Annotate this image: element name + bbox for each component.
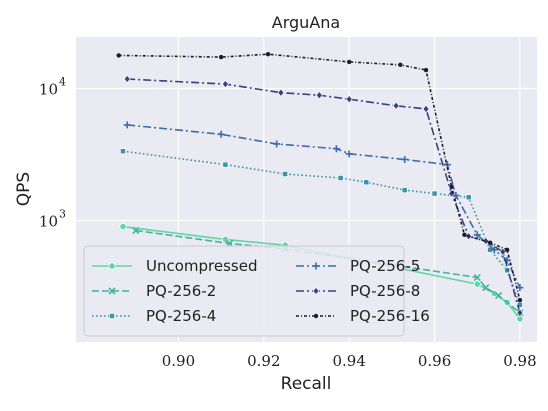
legend-label: PQ-256-4 — [146, 307, 216, 325]
data-point — [462, 232, 467, 237]
legend-marker — [108, 262, 116, 270]
series-pq-256-5 — [123, 121, 524, 292]
data-point — [116, 53, 121, 58]
y-tick-label: 10 3 — [39, 208, 66, 231]
data-point — [516, 284, 524, 292]
data-point — [273, 140, 281, 148]
data-point — [449, 184, 454, 190]
data-point — [222, 80, 229, 89]
data-point — [473, 273, 481, 282]
legend-item: PQ-256-2 — [92, 282, 216, 300]
data-point — [265, 51, 271, 57]
legend-marker — [312, 262, 320, 270]
x-tick-label: 0.94 — [332, 352, 365, 370]
legend-label: PQ-256-5 — [350, 257, 420, 275]
data-point — [398, 62, 403, 68]
data-point — [504, 267, 511, 274]
data-point — [422, 104, 430, 114]
data-point — [123, 121, 131, 129]
series-line — [118, 53, 521, 301]
data-point — [495, 292, 503, 300]
data-point — [363, 179, 370, 186]
data-point — [401, 155, 409, 163]
legend-item: PQ-256-5 — [296, 257, 420, 275]
data-point — [277, 88, 285, 97]
series-line — [127, 78, 521, 314]
y-tick-base: 10 — [39, 213, 58, 231]
data-point — [315, 91, 323, 100]
legend-item: PQ-256-4 — [92, 307, 216, 325]
y-axis-title: QPS — [14, 172, 34, 206]
x-tick-labels: 0.90 0.92 0.94 0.96 0.98 — [162, 352, 537, 370]
legend-label: Uncompressed — [146, 257, 258, 275]
legend-marker — [312, 286, 320, 296]
data-point — [504, 247, 510, 253]
legend-marker — [108, 287, 116, 295]
data-point — [482, 236, 490, 246]
data-point — [119, 222, 127, 231]
series-pq-256-8 — [123, 74, 524, 317]
data-point — [282, 171, 289, 177]
legend-label: PQ-256-2 — [146, 282, 216, 300]
legend-item: Uncompressed — [92, 257, 258, 275]
series-pq-256-16 — [116, 51, 523, 303]
data-point — [487, 240, 493, 245]
data-point — [517, 297, 523, 303]
data-point — [431, 190, 438, 197]
grid — [76, 37, 537, 342]
data-point — [452, 191, 460, 199]
data-point — [345, 95, 353, 104]
data-point — [123, 74, 131, 84]
x-tick-label: 0.92 — [247, 352, 280, 370]
x-axis-title: Recall — [281, 374, 332, 394]
series-pq-256-4 — [120, 148, 523, 308]
legend-box — [83, 245, 405, 337]
x-tick-label: 0.98 — [503, 352, 536, 370]
data-point — [516, 308, 524, 317]
legend-marker — [109, 313, 115, 319]
data-point — [217, 130, 225, 138]
data-point — [482, 284, 490, 292]
x-tick-label: 0.96 — [418, 352, 451, 370]
data-point — [499, 247, 507, 256]
data-point — [490, 246, 498, 254]
data-point — [473, 280, 481, 288]
data-point — [392, 101, 400, 110]
legend-item: PQ-256-8 — [296, 282, 420, 300]
data-point — [345, 150, 353, 158]
data-point — [423, 67, 429, 73]
y-tick-exponent: 4 — [59, 75, 66, 88]
data-point — [222, 161, 229, 168]
y-tick-label: 10 4 — [39, 75, 66, 98]
legend-label: PQ-256-8 — [350, 282, 420, 300]
y-tick-base: 10 — [39, 80, 58, 98]
data-point — [226, 239, 234, 248]
data-point — [132, 226, 140, 235]
data-point — [401, 187, 408, 194]
x-tick-label: 0.90 — [162, 352, 195, 370]
data-point — [473, 231, 481, 239]
legend-label: PQ-256-16 — [350, 307, 430, 325]
legend-marker — [313, 313, 319, 319]
series-layer — [116, 51, 524, 323]
data-point — [332, 145, 340, 153]
data-point — [465, 194, 472, 201]
legend-item: PQ-256-16 — [296, 307, 430, 325]
legend: Uncompressed PQ-256-2 PQ-256-4 PQ-256-5 PQ-2… — [83, 245, 430, 337]
data-point — [346, 59, 352, 65]
y-tick-exponent: 3 — [59, 208, 66, 221]
data-point — [337, 175, 344, 181]
data-point — [218, 54, 224, 60]
data-point — [120, 148, 126, 155]
chart-title: ArguAna — [272, 13, 340, 32]
